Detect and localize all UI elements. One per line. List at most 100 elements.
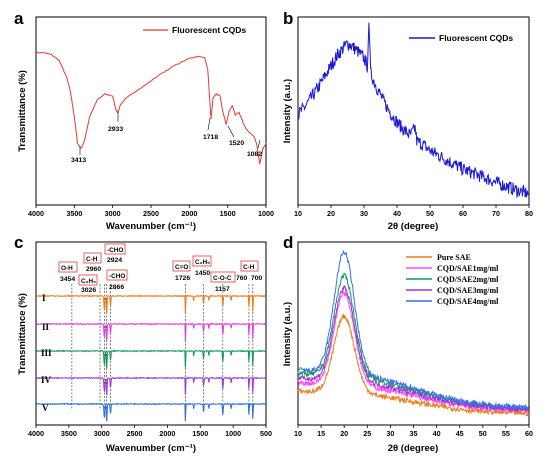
x-ticks-c: 4000 3500 3000 2500 2000 1500 1000 500 [28,425,272,438]
x-tick-label: 25 [363,429,371,438]
panel-letter-a: a [14,9,24,28]
series-label-III: III [41,348,52,358]
legend-label-cqd-sae4: CQD/SAE4mg/ml [437,297,499,306]
x-tick-label: 2000 [181,209,197,218]
annotation-700: 700 [251,275,263,282]
x-tick-label: 1000 [258,209,274,218]
group-label-c-h-a: C-H [86,256,98,263]
x-tick-label: 3000 [94,429,110,438]
group-label-c-o: C=O [175,264,188,271]
x-tick-label: 80 [525,209,533,218]
x-tick-label: 45 [456,429,464,438]
group-box-c2h5-b [192,255,212,267]
y-axis-title-a: Transmittance (%) [17,70,28,152]
annotation-1450: 1450 [195,270,210,277]
series-line-fluorescent-cqds-a [35,51,267,165]
annotation-2924: 2924 [107,257,122,264]
y-axis-title-c: Transmittance (%) [17,293,28,375]
x-tick-label: 4000 [28,429,44,438]
group-box-c-o [172,260,191,272]
annotation-leader-1718 [207,117,211,131]
legend-label-cqd-sae1: CQD/SAE1mg/ml [437,264,499,273]
x-tick-label: 40 [393,209,401,218]
legend-label-pure-sae: Pure SAE [437,253,471,262]
group-label-c2h5-b: C₂H₅ [195,259,210,266]
x-tick-label: 50 [479,429,487,438]
x-tick-label: 1500 [192,429,208,438]
group-label-o-h: O-H [61,265,73,272]
group-box-c-o-c [210,271,236,283]
x-tick-label: 50 [426,209,434,218]
series-line-v [36,402,266,422]
axes-frame-b [297,16,530,206]
annotation-1726: 1726 [175,275,190,282]
annotation-1082: 1082 [247,151,262,158]
x-tick-label: 1000 [225,429,241,438]
series-label-II: II [42,322,50,332]
annotation-3026: 3026 [81,287,96,294]
x-axis-title-b: 2θ (degree) [388,221,439,232]
x-tick-label: 2500 [143,209,159,218]
x-tick-label: 500 [260,429,272,438]
group-label-c-h-b: C-H [243,264,255,271]
x-tick-label: 1500 [220,209,236,218]
series-line-cqd-sae3mg-ml [297,285,530,413]
x-tick-label: 60 [459,209,467,218]
x-tick-label: 20 [327,209,335,218]
panel-d: d 10 15 20 25 30 35 40 45 50 55 60 Pure SAE CQD/SA… [282,233,533,454]
legend-d: Pure SAE CQD/SAE1mg/ml CQD/SAE2mg/ml CQD… [406,253,499,306]
group-label-c2h5-a: C₂H₅ [81,278,96,285]
series-line-iv [36,376,266,396]
x-ticks-d: 10 15 20 25 30 35 40 45 50 55 60 [294,425,533,438]
x-tick-label: 3500 [66,209,82,218]
series-line-fluorescent-cqds-b [297,22,530,199]
group-box-cho-b [106,269,128,281]
x-tick-label: 70 [492,209,500,218]
annotation-1520: 1520 [229,140,244,147]
x-tick-label: 2000 [159,429,175,438]
x-tick-label: 35 [410,429,418,438]
annotation-leader-1520 [227,125,235,138]
group-box-o-h [58,261,78,273]
x-tick-label: 40 [433,429,441,438]
panel-b: b 10 20 30 40 50 60 70 80 Fluorescent CQDs 2θ (… [282,9,533,232]
x-axis-title-c: Wavenumber (cm⁻¹) [106,443,196,454]
group-box-c-h-b [240,260,259,272]
x-tick-label: 15 [317,429,325,438]
legend-label-cqd-sae2: CQD/SAE2mg/ml [437,275,499,284]
panel-letter-c: c [14,233,23,252]
panel-letter-b: b [283,9,293,28]
x-tick-label: 4000 [28,209,44,218]
panel-c: c 4000 3500 3000 2500 2000 1500 1000 500 I II I… [14,233,272,454]
panel-letter-d: d [283,233,293,252]
annotation-leader-1082 [257,139,261,149]
annotation-3413: 3413 [71,157,86,164]
series-lines-c [36,294,266,422]
group-label-c-o-c: C-O-C [213,275,232,282]
annotation-2960: 2960 [86,266,101,273]
group-box-cho-a [104,243,126,255]
x-tick-label: 3000 [105,209,121,218]
x-tick-label: 3500 [61,429,77,438]
x-tick-label: 30 [386,429,394,438]
annotation-2866: 2866 [109,284,124,291]
group-label-cho-a: -CHO [107,247,123,254]
y-axis-title-b: Intensity (a.u.) [282,79,293,143]
group-box-c-h-a [83,252,102,264]
x-axis-title-d: 2θ (degree) [388,443,439,454]
x-tick-label: 30 [360,209,368,218]
axes-frame-a [35,16,267,206]
x-ticks-a: 4000 3500 3000 2500 2000 1500 1000 [28,205,274,218]
x-tick-label: 20 [340,429,348,438]
annotation-760: 760 [236,275,248,282]
x-tick-label: 2500 [127,429,143,438]
annotation-3454: 3454 [60,276,75,283]
legend-label-a: Fluorescent CQDs [172,25,246,35]
group-box-c2h5-a [78,274,98,286]
y-axis-title-d: Intensity (a.u.) [282,302,293,366]
x-tick-label: 60 [525,429,533,438]
x-axis-title-a: Wavenumber (cm⁻¹) [106,221,196,232]
annotation-2933: 2933 [108,126,123,133]
legend-label-b: Fluorescent CQDs [439,33,513,43]
series-label-IV: IV [41,375,52,385]
